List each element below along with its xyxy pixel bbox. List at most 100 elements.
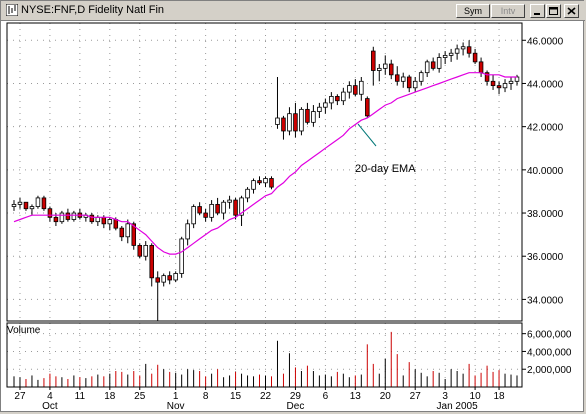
month-label: Dec (287, 401, 305, 412)
candle-body (317, 106, 322, 112)
candle-body (167, 275, 172, 281)
candle-body (496, 85, 502, 89)
candle-body (466, 46, 472, 54)
candle-body (454, 48, 460, 54)
candle-body (287, 113, 292, 132)
date-tick-label: 27 (410, 391, 422, 402)
candle-body (191, 206, 196, 225)
date-tick-label: 27 (14, 391, 26, 402)
month-label: Jan 2005 (437, 401, 479, 412)
candle-body (143, 245, 148, 257)
sym-button[interactable]: Sym (456, 4, 490, 18)
candle-body (406, 76, 412, 89)
price-tick-label: 40.0000 (527, 166, 564, 177)
candle-body (95, 216, 101, 223)
price-axis: 46.0000 44.0000 42.0000 40.0000 38.0000 36.00… (522, 36, 564, 306)
panel-frames (6, 22, 523, 388)
candle-body (430, 61, 436, 69)
volume-panel-title: Volume (7, 325, 41, 336)
candle-body (442, 54, 448, 58)
candle-body (233, 199, 238, 216)
month-label: Nov (167, 401, 185, 412)
chart-area[interactable]: 46.0000 44.0000 42.0000 40.0000 38.0000 36.00… (1, 21, 585, 413)
date-tick-label: 13 (350, 391, 362, 402)
maximize-button[interactable] (546, 4, 561, 18)
candle-body (311, 111, 316, 123)
candle-body (418, 72, 424, 82)
candle-body (508, 80, 514, 84)
candle-body (341, 91, 346, 102)
candle-body (436, 57, 442, 69)
candle-body (299, 108, 304, 132)
candle-body (263, 178, 268, 184)
candle-body (269, 178, 274, 188)
price-tick-label: 36.0000 (527, 252, 564, 263)
title-bar[interactable]: NYSE:FNF,D Fidelity Natl Fin Sym Intv (1, 1, 585, 21)
date-tick-label: 15 (230, 391, 242, 402)
date-tick-label: 4 (47, 391, 53, 402)
candle-body (29, 206, 35, 210)
candle-body (293, 113, 298, 132)
candle-body (101, 216, 107, 225)
minimize-button[interactable] (530, 4, 545, 18)
candle-body (227, 199, 232, 203)
close-button[interactable] (564, 4, 579, 18)
date-tick-label: 1 (173, 391, 179, 402)
date-tick-label: 29 (290, 391, 302, 402)
annotation-pointer (357, 123, 377, 147)
candle-body (215, 203, 220, 214)
candle-body (400, 76, 406, 82)
candle-body (203, 212, 208, 218)
candle-body (221, 201, 226, 214)
candle-body (514, 76, 520, 82)
candle-body (484, 72, 490, 82)
price-panel-frame (6, 22, 523, 322)
price-tick-label: 46.0000 (527, 36, 564, 47)
volume-tick-label: 6,000,000 (527, 330, 572, 341)
ema-line-path (13, 72, 517, 255)
candle-body (161, 275, 166, 283)
candle-body (359, 80, 364, 95)
candle-body (257, 180, 262, 184)
candle-body (502, 83, 508, 89)
intv-button-label: Intv (500, 6, 516, 16)
minimize-icon (534, 13, 540, 15)
volume-bars (13, 331, 518, 387)
candle-body (125, 223, 131, 238)
candle-body (155, 277, 160, 283)
date-tick-label: 3 (442, 391, 448, 402)
volume-tick-label: 4,000,000 (527, 347, 572, 358)
price-grid (7, 23, 522, 321)
candle-body (490, 80, 496, 87)
candle-body (149, 245, 154, 279)
candle-body (335, 96, 340, 102)
candle-body (424, 61, 430, 74)
candle-body (412, 80, 418, 89)
ema-line (13, 72, 517, 255)
volume-grid (7, 323, 522, 387)
candle-body (35, 197, 41, 207)
candle-body (245, 188, 250, 199)
candle-body (353, 85, 358, 95)
price-tick-label: 34.0000 (527, 295, 564, 306)
candle-body (173, 273, 178, 281)
candle-body (197, 206, 202, 214)
candle-body (365, 98, 370, 117)
price-tick-label: 44.0000 (527, 79, 564, 90)
candle-body (281, 117, 286, 132)
candle-body (472, 52, 478, 63)
candle-body (251, 180, 256, 190)
price-candles (11, 40, 520, 321)
candle-body (11, 203, 17, 207)
candle-body (113, 219, 119, 229)
candle-body (394, 74, 400, 82)
ema-annotation: 20-day EMA (355, 163, 416, 175)
candle-body (377, 67, 382, 71)
candle-body (460, 46, 466, 50)
volume-tick-label: 2,000,000 (527, 365, 572, 376)
intv-button[interactable]: Intv (491, 4, 525, 18)
candle-body (185, 223, 190, 240)
candle-body (65, 212, 71, 220)
candle-body (17, 201, 23, 205)
